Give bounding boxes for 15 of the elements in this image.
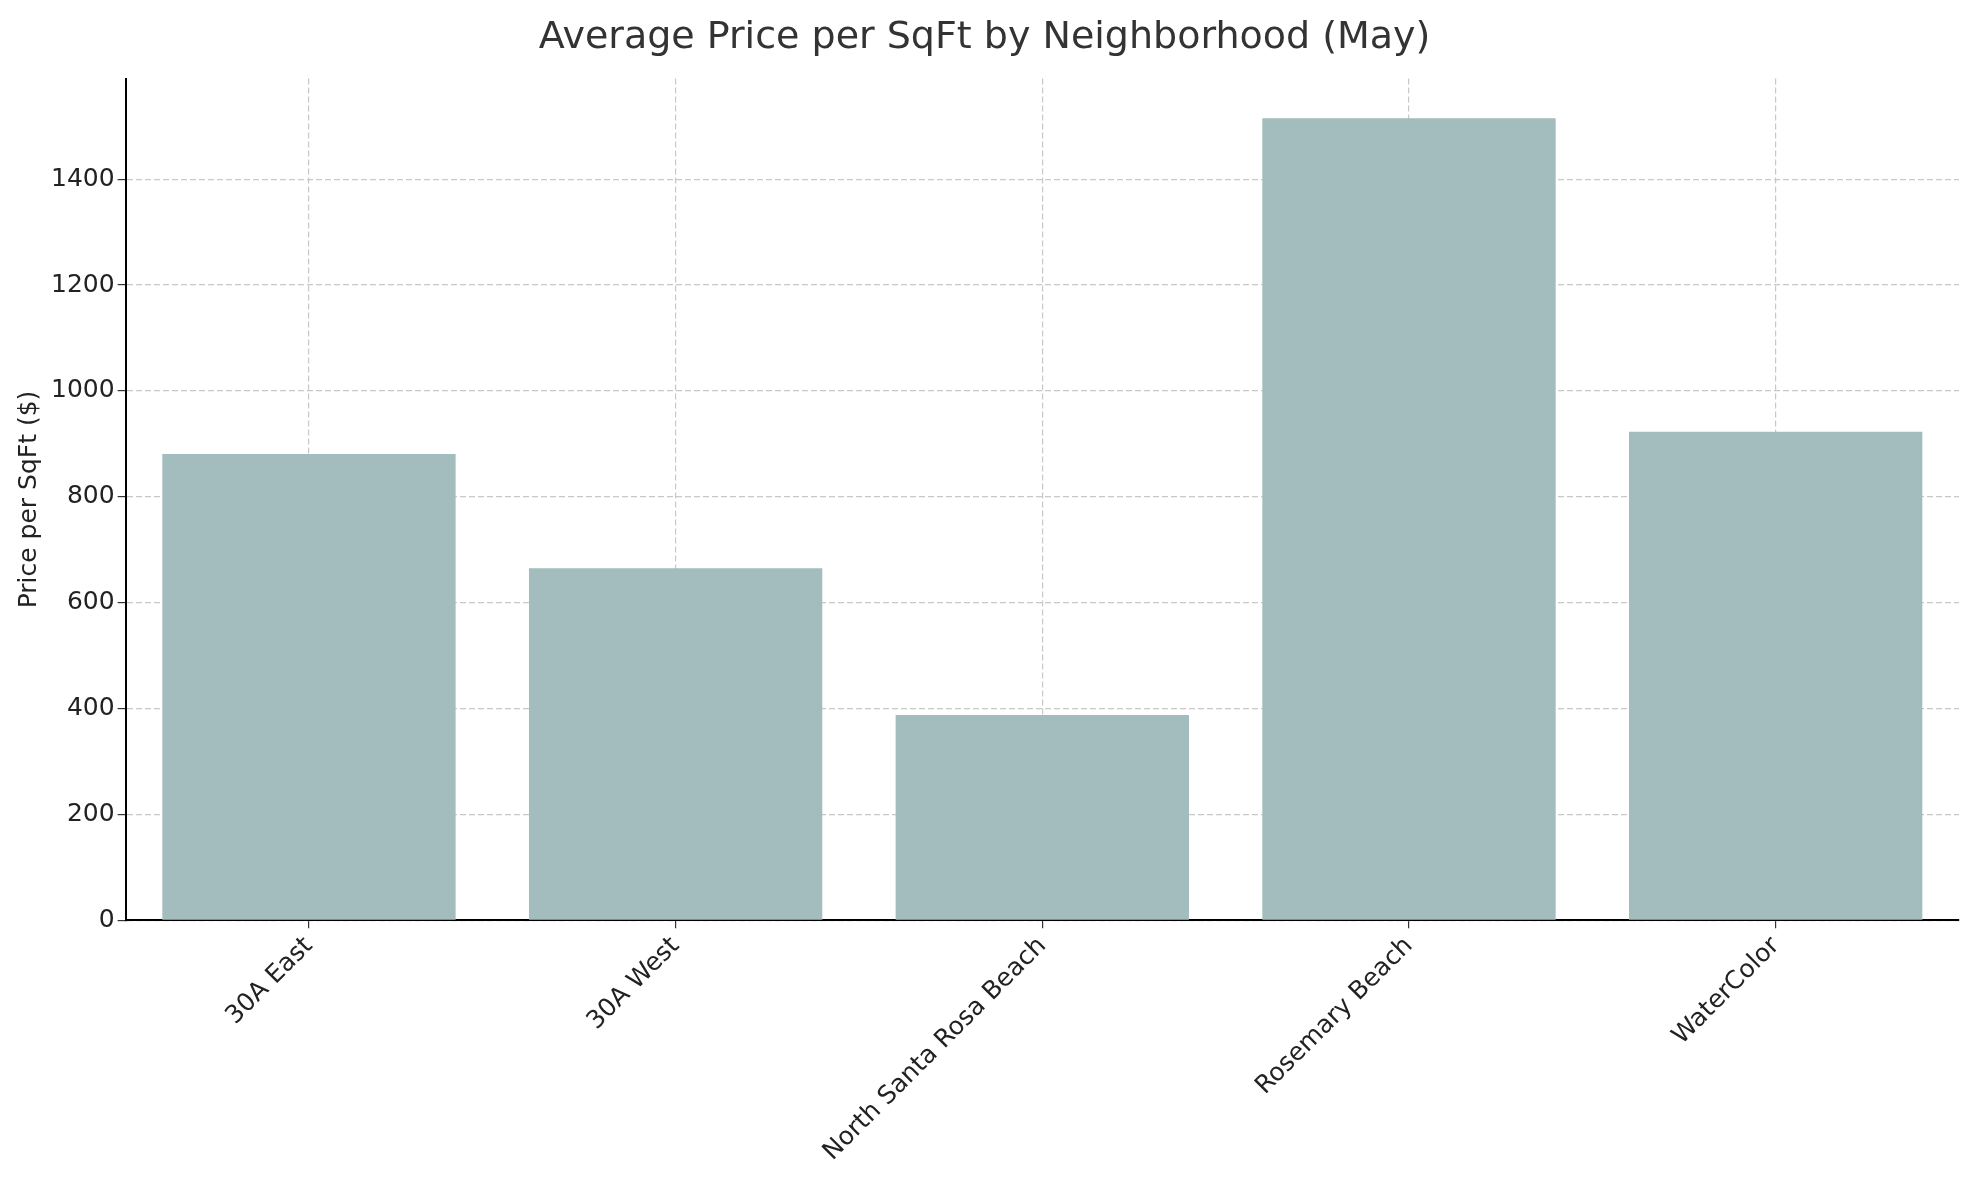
bar [162, 453, 456, 920]
y-tick-label: 1200 [51, 268, 115, 298]
y-tick-label: 200 [66, 797, 115, 827]
y-tick-label: 400 [66, 692, 115, 722]
bar [1262, 118, 1556, 920]
bar [895, 714, 1189, 920]
y-axis-title: Price per SqFt ($) [12, 390, 42, 609]
y-tick-label: 800 [66, 480, 115, 510]
y-tick-label: 1000 [51, 374, 115, 404]
bar [528, 568, 823, 920]
chart-title: Average Price per SqFt by Neighborhood (May) [538, 12, 1431, 57]
y-tick-label: 1400 [51, 162, 115, 192]
y-tick-label: 600 [66, 586, 115, 616]
y-tick-label: 0 [98, 903, 115, 933]
bar [1628, 431, 1923, 920]
